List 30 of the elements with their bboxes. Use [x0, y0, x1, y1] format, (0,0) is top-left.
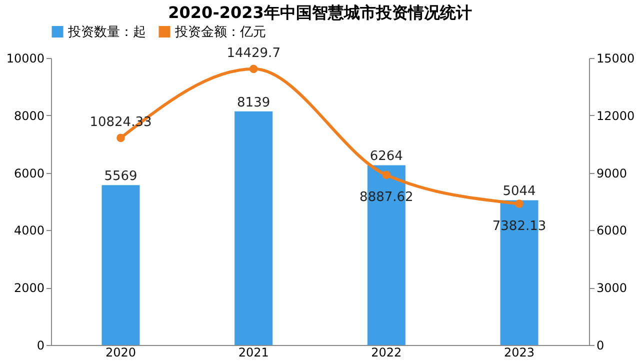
- data-label: 8139: [237, 95, 270, 110]
- y2-tick-label: 3000: [596, 281, 628, 296]
- point: [249, 64, 258, 74]
- y2-tick-label: 6000: [596, 224, 628, 238]
- y2-tick-label: 0: [596, 338, 604, 352]
- y-tick-label: 8000: [14, 108, 44, 123]
- x-tick-label: 2020: [105, 346, 136, 360]
- data-label: 5044: [502, 184, 536, 200]
- y2-tick-label: 15000: [596, 52, 635, 66]
- legend-label: 投资数量：起: [67, 24, 146, 40]
- y-tick-label: 0: [36, 338, 44, 352]
- bar: [102, 185, 140, 345]
- bar: [234, 111, 273, 345]
- point: [382, 170, 391, 180]
- chart-title: 2020-2023年中国智慧城市投资情况统计: [168, 3, 472, 22]
- y2-tick-label: 9000: [596, 166, 628, 180]
- point: [515, 200, 524, 208]
- y-tick-label: 4000: [14, 224, 44, 238]
- point: [116, 134, 125, 142]
- data-label: 6264: [370, 149, 403, 164]
- x-tick-label: 2022: [371, 346, 402, 360]
- x-tick-label: 2023: [504, 346, 535, 360]
- y-tick-label: 2000: [14, 281, 44, 296]
- data-label: 5569: [104, 169, 138, 184]
- y2-tick-label: 12000: [596, 108, 635, 123]
- legend-label: 投资金额：亿元: [174, 24, 266, 40]
- x-tick-label: 2021: [238, 346, 269, 360]
- y-tick-label: 6000: [14, 166, 44, 180]
- data-label: 14429.7: [226, 46, 280, 61]
- y-tick-label: 10000: [6, 52, 44, 66]
